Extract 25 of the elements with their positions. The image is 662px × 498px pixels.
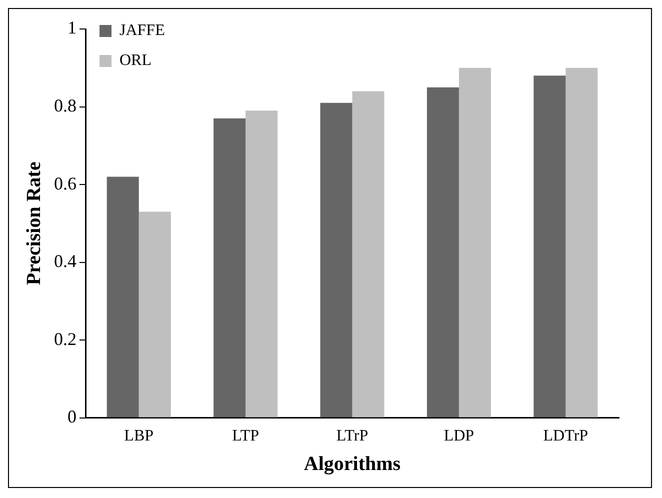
bar [246, 110, 278, 418]
bar [214, 118, 246, 418]
bar [352, 91, 384, 418]
legend-label: ORL [120, 52, 152, 70]
y-tick-label: 1 [68, 18, 76, 38]
legend-label: JAFFE [120, 22, 165, 40]
x-tick-label: LDTrP [543, 428, 588, 445]
x-tick-label: LTrP [336, 428, 368, 445]
bar [106, 176, 139, 418]
bar [566, 68, 598, 418]
y-tick-label: 0.8 [54, 95, 76, 116]
bar [426, 87, 459, 418]
x-tick-label: LTP [232, 428, 260, 445]
y-tick-label: 0 [68, 406, 76, 427]
y-tick-label: 0.2 [54, 328, 76, 349]
bar [534, 76, 566, 418]
y-axis-title: Precision Rate [23, 162, 46, 286]
y-tick-label: 0.4 [54, 251, 76, 272]
x-axis-title: Algorithms [304, 453, 401, 476]
x-tick-label: LDP [444, 428, 474, 445]
bar [138, 212, 171, 418]
y-tick-label: 0.6 [54, 173, 76, 194]
bar [320, 102, 352, 418]
x-tick-label: LBP [124, 428, 154, 445]
bar [458, 68, 491, 418]
